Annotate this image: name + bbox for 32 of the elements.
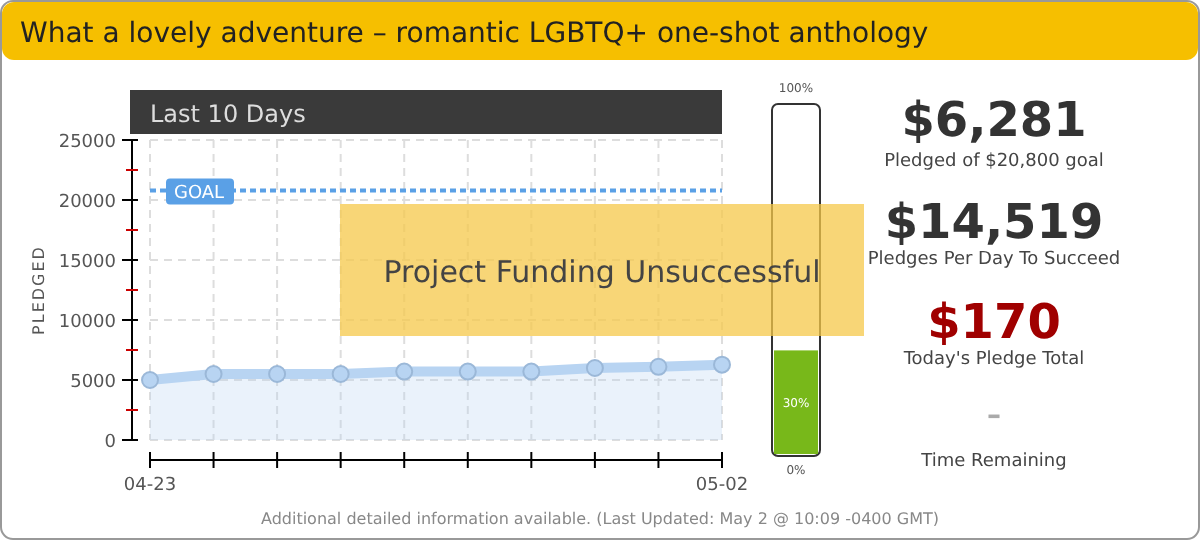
- chart-title: What a lovely adventure – romantic LGBTQ+ one-shot anthology: [20, 18, 929, 50]
- annotation: Project Funding Unsuccessful: [383, 254, 821, 290]
- point: [141, 371, 159, 389]
- point: [331, 365, 350, 383]
- text: $6,281: [901, 92, 1087, 148]
- text: $14,519: [884, 194, 1104, 250]
- chart-subtitle: Last 10 Days: [150, 100, 306, 128]
- text: $170: [927, 294, 1061, 350]
- point: [522, 362, 541, 381]
- point: [268, 365, 287, 383]
- text: Pledges Per Day To Succeed: [867, 250, 1121, 270]
- point: [458, 362, 477, 381]
- point: [713, 355, 731, 374]
- point: [649, 357, 668, 376]
- y-tick-label: 25000: [58, 133, 117, 153]
- y-tick-label: 0: [104, 433, 117, 453]
- ref-line-label: GOAL: [174, 184, 225, 205]
- point: [395, 362, 414, 381]
- y-axis-title: PLEDGED: [30, 245, 48, 335]
- x-tick-label: 05-02: [695, 476, 749, 496]
- text: Time Remaining: [919, 452, 1067, 472]
- point: [204, 365, 223, 383]
- x-tick-label: 04-23: [123, 476, 177, 496]
- y-tick-label: 15000: [58, 253, 117, 273]
- text: –: [987, 400, 1001, 432]
- text: Pledged of $20,800 goal: [884, 152, 1104, 172]
- y-tick-label: 20000: [58, 193, 117, 213]
- text: Today's Pledge Total: [901, 350, 1085, 370]
- y-tick-label: 5000: [70, 373, 117, 393]
- text: Additional detailed information available. (Last Updated: May 2 @ 10:09 -0400 GMT): [260, 510, 940, 528]
- y-tick-label: 10000: [58, 313, 117, 333]
- point: [585, 359, 604, 377]
